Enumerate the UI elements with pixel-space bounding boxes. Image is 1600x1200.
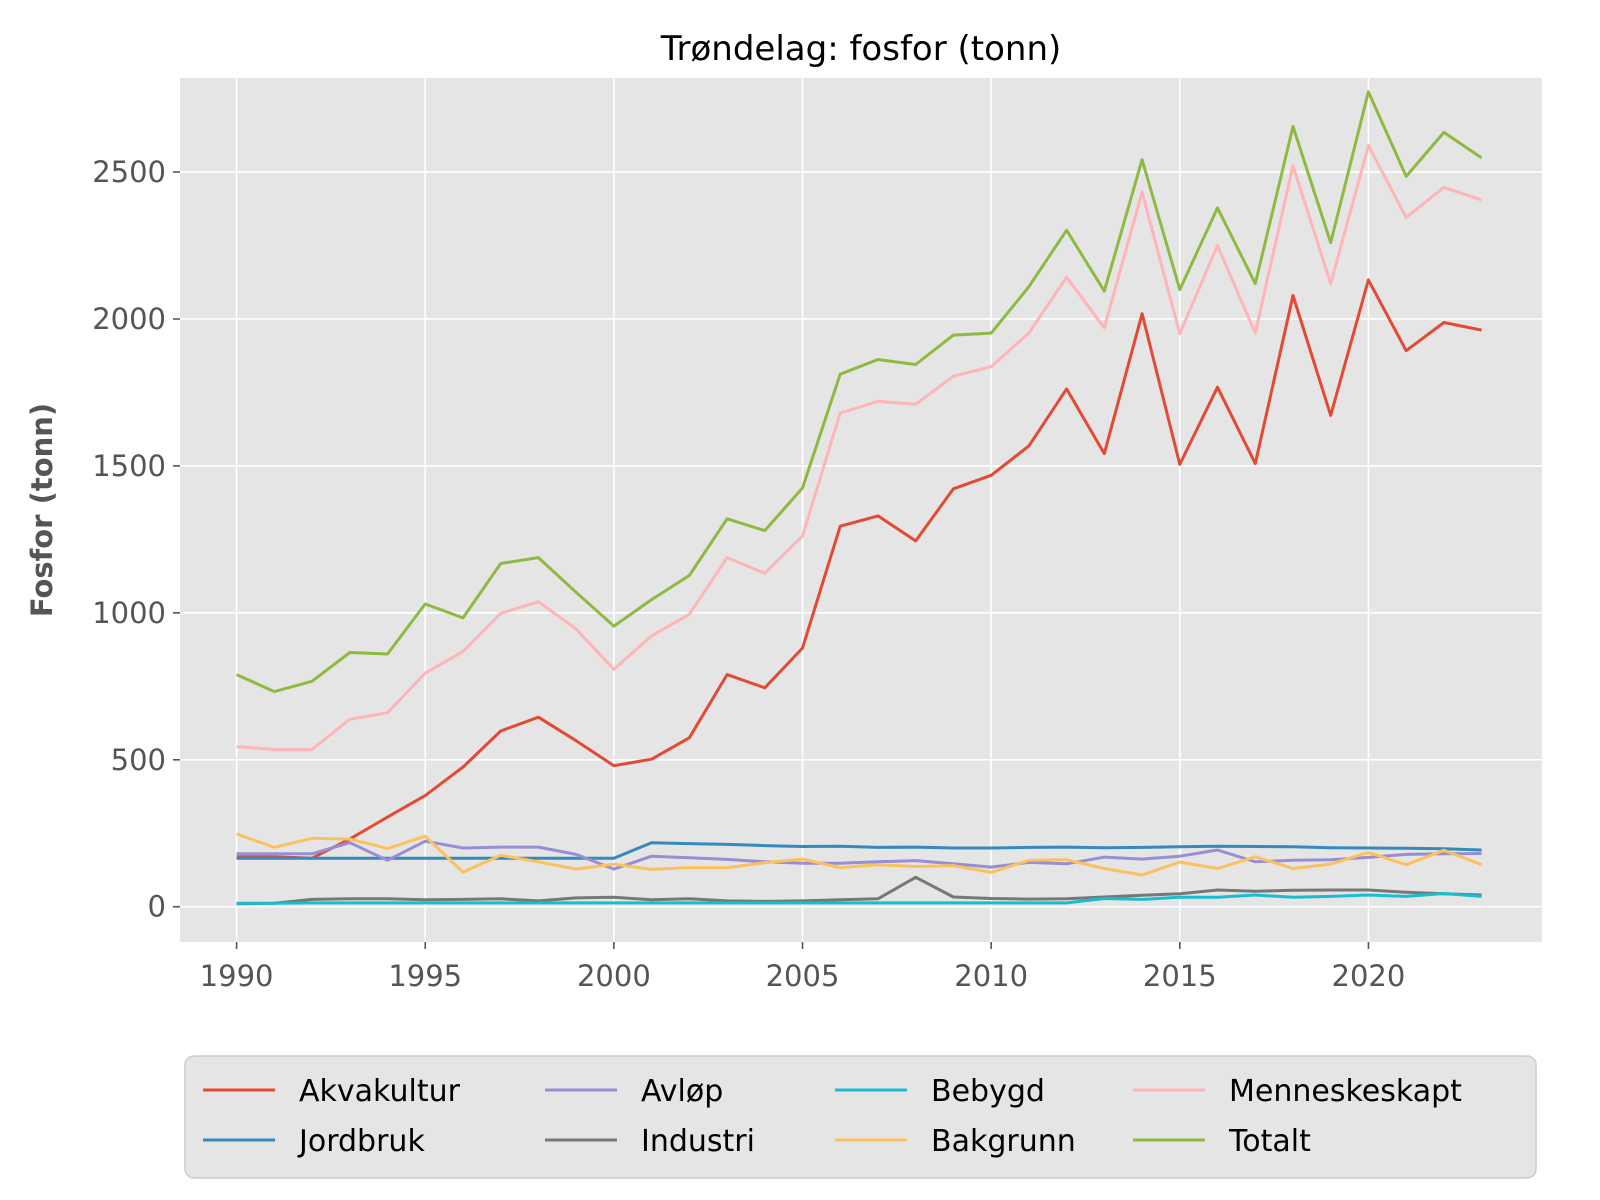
series-line-totalt [235,90,1483,694]
ticks: 1990 1995 2000 2005 2010 2015 2020 0 500 1000 1500… [92,155,1405,993]
series-line-industri [236,875,1482,906]
x-tick-label: 2020 [1332,959,1406,993]
series-line-bebygd [236,892,1482,905]
y-tick-label: 2000 [92,302,166,336]
y-tick-label: 2500 [92,155,166,189]
x-tick-label: 1995 [388,959,462,993]
x-tick-label: 2005 [766,959,840,993]
series-layer [235,90,1483,906]
legend: Akvakultur Jordbruk Avløp Industri Bebygd Bak… [184,1055,1537,1179]
y-axis-label: Fosfor (tonn) [25,403,59,617]
y-tick-label: 1000 [92,596,166,630]
y-tick-label: 1500 [92,449,166,483]
chart-title: Trøndelag: fosfor (tonn) [660,29,1062,69]
legend-label-bebygd: Bebygd [931,1074,1045,1109]
legend-box [184,1055,1537,1179]
plot-background [180,78,1542,942]
x-tick-label: 2000 [577,959,651,993]
grid [180,78,1542,942]
series-line-jordbruk [236,841,1482,860]
legend-label-akvakultur: Akvakultur [299,1074,461,1109]
series-line-avlop [236,839,1482,871]
legend-label-industri: Industri [641,1124,755,1159]
legend-label-bakgrunn: Bakgrunn [931,1124,1076,1159]
y-tick-label: 500 [111,743,166,777]
legend-label-jordbruk: Jordbruk [297,1124,425,1159]
series-line-bakgrunn [236,832,1483,877]
series-line-akvakultur [236,278,1482,860]
legend-label-totalt: Totalt [1228,1124,1311,1159]
legend-label-avlop: Avløp [641,1074,723,1109]
legend-label-menneskeskapt: Menneskeskapt [1229,1074,1462,1109]
y-tick-label: 0 [148,890,166,924]
x-tick-label: 2015 [1143,959,1217,993]
x-tick-label: 2010 [954,959,1028,993]
series-line-menneskeskapt [236,144,1483,751]
x-tick-label: 1990 [200,959,274,993]
